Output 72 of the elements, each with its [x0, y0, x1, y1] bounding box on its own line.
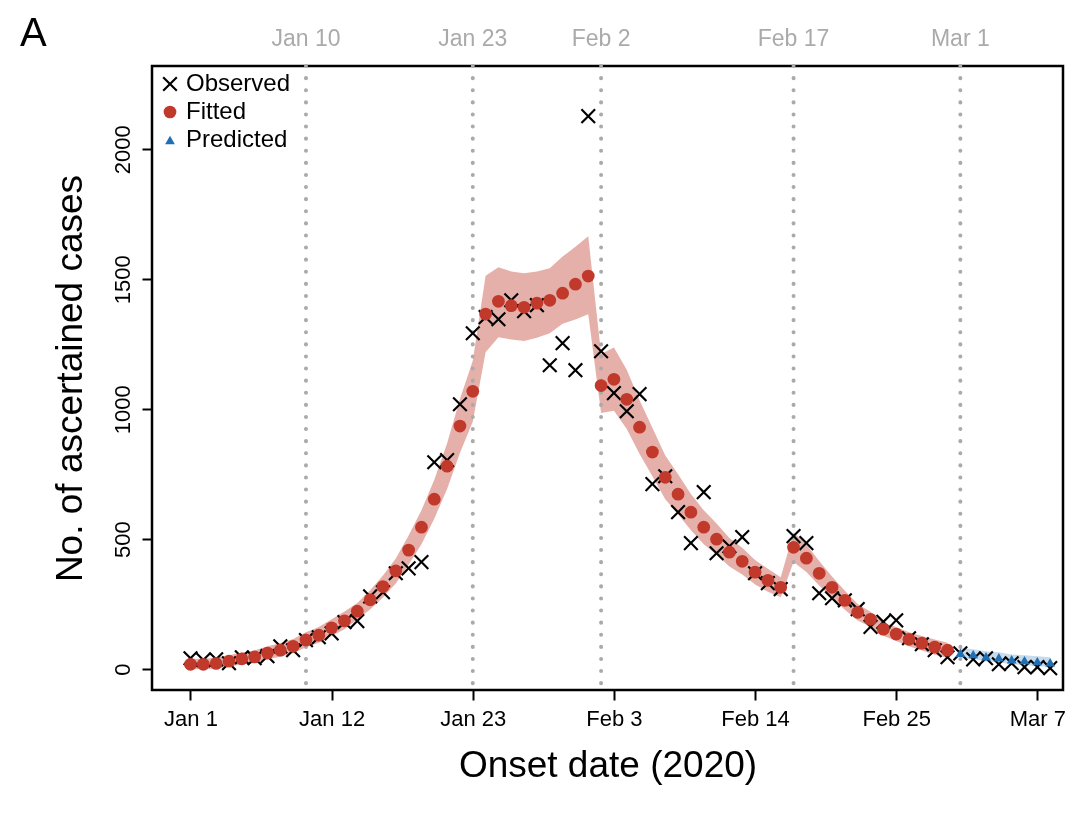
point	[1019, 655, 1030, 665]
x-tick-label: Feb 14	[721, 705, 790, 731]
point	[466, 384, 480, 398]
point	[697, 520, 711, 534]
ref-line-label: Jan 23	[438, 25, 508, 51]
point	[427, 492, 441, 506]
point	[889, 627, 903, 641]
point	[594, 379, 608, 392]
point	[723, 545, 736, 559]
point	[402, 543, 415, 557]
point	[864, 612, 877, 626]
point	[440, 459, 454, 473]
text: A	[20, 10, 47, 54]
point	[273, 643, 287, 657]
x-tick-label: Feb 25	[862, 705, 931, 731]
x-tick-label: Jan 1	[164, 705, 218, 731]
point	[556, 286, 569, 300]
point	[209, 657, 223, 670]
point	[851, 605, 865, 619]
point	[735, 554, 749, 568]
y-tick-label: 500	[109, 521, 135, 559]
point	[761, 573, 775, 587]
ref-line-label: Feb 2	[571, 25, 631, 51]
point	[812, 566, 826, 580]
y-tick-label: 2000	[109, 125, 135, 175]
point	[569, 277, 582, 291]
ref-line-label: Mar 1	[930, 25, 990, 51]
point	[1032, 656, 1043, 666]
point	[671, 487, 685, 501]
ref-line-label: Jan 10	[271, 25, 341, 51]
x-axis-title: Onset date (2020)	[458, 743, 758, 785]
point	[517, 300, 531, 314]
point	[607, 372, 621, 386]
point	[928, 640, 942, 654]
point	[1045, 657, 1056, 667]
x-tick-label: Feb 3	[586, 705, 643, 731]
point	[710, 532, 723, 546]
point	[800, 551, 813, 565]
point	[941, 643, 954, 657]
point	[787, 540, 800, 554]
point	[543, 293, 557, 307]
ref-line-label: Feb 17	[757, 25, 830, 51]
point	[876, 622, 890, 636]
point	[684, 505, 698, 519]
x-tick-label: Jan 12	[299, 705, 366, 731]
point	[286, 639, 300, 653]
point	[581, 269, 595, 283]
x-tick-label: Mar 7	[1009, 705, 1066, 731]
point	[415, 520, 428, 534]
legend-label: Observed	[186, 69, 291, 96]
point	[504, 299, 518, 313]
point	[825, 580, 839, 594]
y-tick-label: 1500	[109, 255, 135, 305]
point	[261, 646, 274, 660]
legend-label: Predicted	[186, 125, 288, 152]
point	[479, 307, 492, 321]
point	[633, 420, 646, 434]
point	[196, 657, 210, 671]
point	[325, 621, 339, 635]
point	[376, 580, 390, 593]
point	[184, 657, 197, 671]
legend-label: Fitted	[186, 97, 247, 124]
point	[453, 419, 467, 433]
point	[363, 593, 377, 607]
point	[646, 445, 659, 459]
point	[620, 392, 634, 406]
y-tick-label: 1000	[109, 385, 135, 435]
point	[350, 604, 364, 618]
y-tick-label: 0	[109, 663, 135, 676]
point	[492, 294, 505, 308]
x-tick-label: Jan 23	[440, 705, 507, 731]
y-axis-title: No. of ascertained cases	[48, 174, 90, 583]
